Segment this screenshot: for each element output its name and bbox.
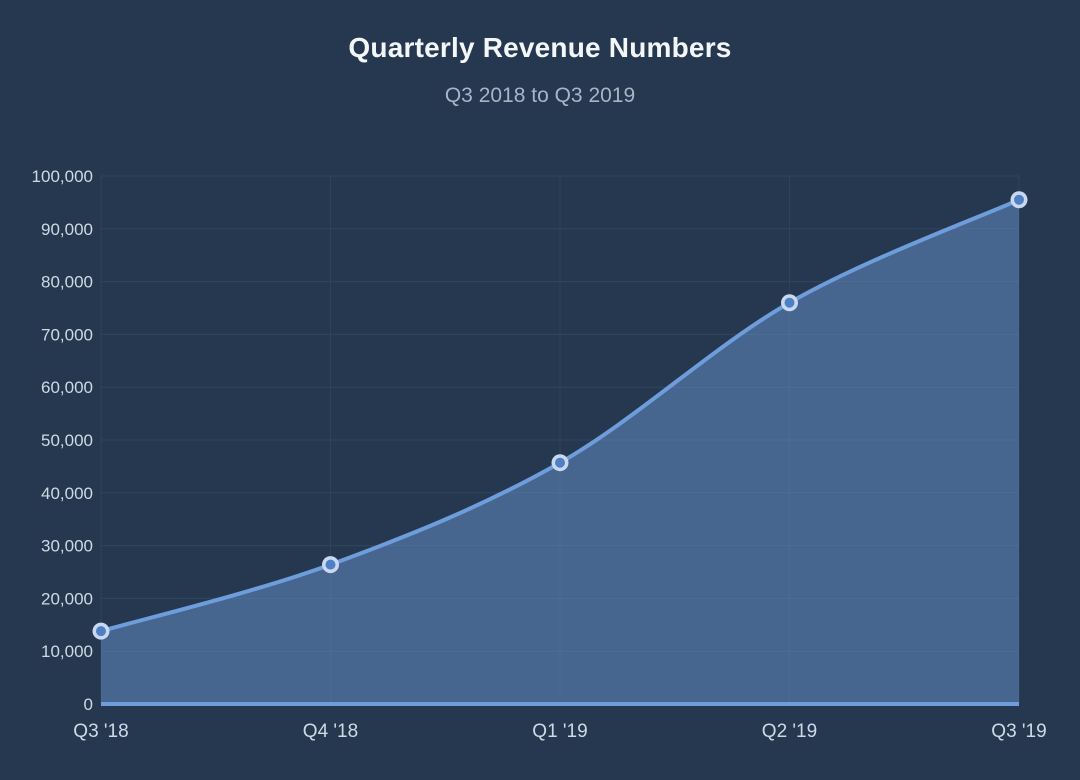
x-axis-tick-label: Q3 '19 [991,721,1046,742]
y-axis-tick-label: 30,000 [41,537,93,556]
x-axis-tick-label: Q1 '19 [532,721,587,742]
x-axis-tick-label: Q2 '19 [762,721,817,742]
y-axis-tick-label: 70,000 [41,325,93,344]
y-axis-tick-label: 40,000 [41,484,93,503]
y-axis-tick-label: 10,000 [41,642,93,661]
y-axis-tick-label: 100,000 [32,167,93,186]
chart-subtitle: Q3 2018 to Q3 2019 [444,84,636,107]
y-axis-tick-label: 80,000 [41,273,93,292]
y-axis-tick-label: 60,000 [41,378,93,397]
data-point-marker-core [1014,194,1024,205]
data-point-marker-core [325,559,336,570]
y-axis-tick-label: 0 [84,695,93,714]
data-point-marker-core [784,297,795,308]
y-axis-tick-label: 50,000 [41,431,93,450]
data-point-marker-core [555,457,565,468]
data-point-marker-core [96,626,106,637]
y-axis-tick-label: 90,000 [41,220,93,239]
y-axis-tick-label: 20,000 [41,589,93,608]
x-axis-tick-label: Q4 '18 [303,721,358,742]
chart-title: Quarterly Revenue Numbers [348,32,732,63]
x-axis-tick-label: Q3 '18 [73,721,128,742]
revenue-area-fill [101,199,1019,704]
